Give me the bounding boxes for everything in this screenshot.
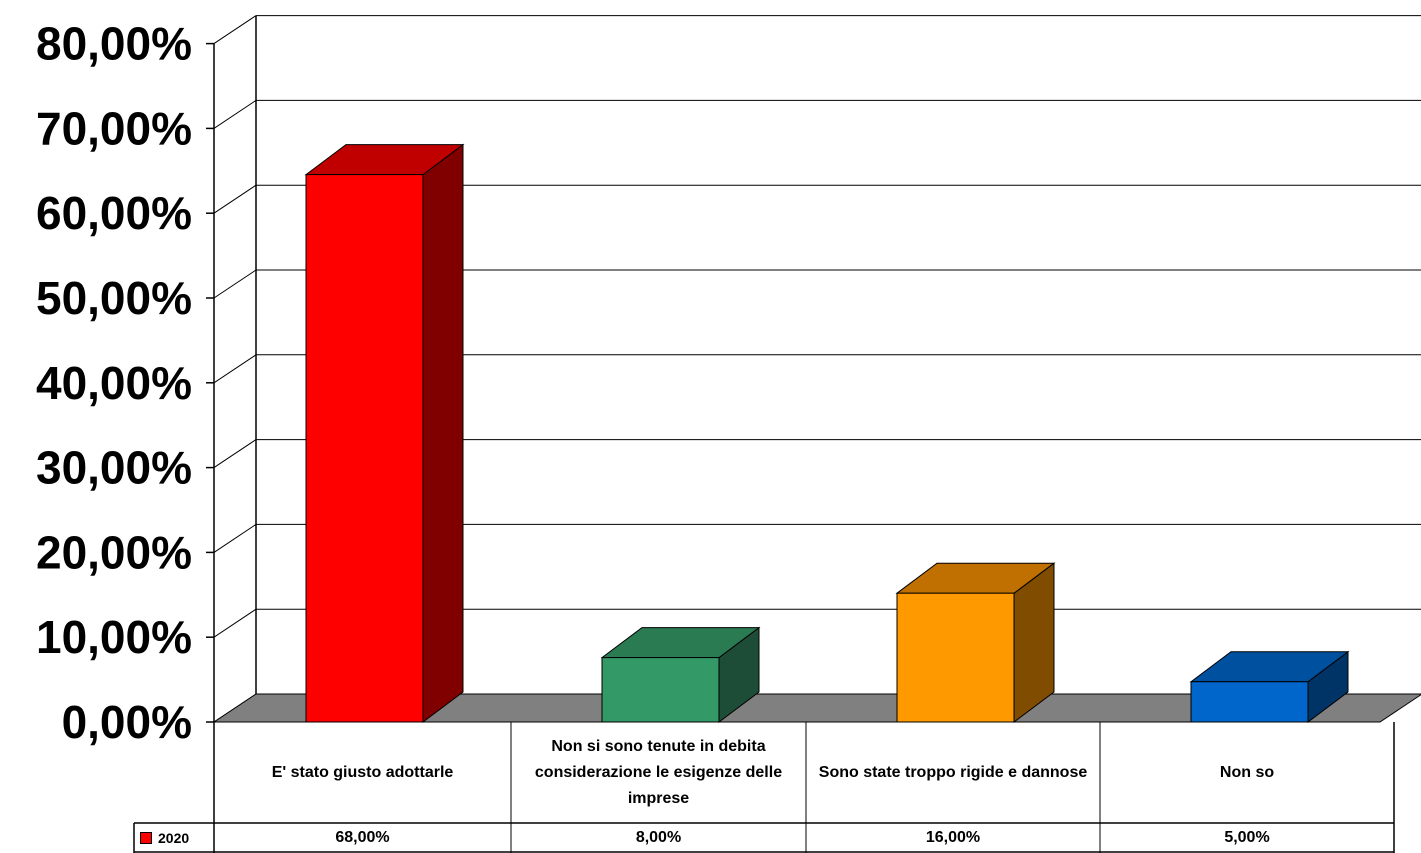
- y-tick-label: 30,00%: [36, 442, 192, 494]
- bar-3: [896, 592, 1015, 723]
- category-label-2: Non si sono tenute in debita considerazi…: [534, 737, 783, 807]
- gridline-diagonal: [213, 439, 257, 469]
- y-tick-label: 10,00%: [36, 611, 192, 663]
- category-label-4: Non so: [1219, 763, 1275, 781]
- gridline-diagonal: [213, 184, 257, 214]
- y-tick-label: 0,00%: [62, 696, 192, 748]
- value-label-4: 5,00%: [1224, 829, 1270, 846]
- legend-label: 2020: [158, 830, 190, 846]
- y-tick-label: 20,00%: [36, 526, 192, 578]
- legend-swatch: [140, 832, 152, 844]
- category-label-3: Sono state troppo rigide e dannose: [818, 763, 1088, 781]
- bar-2: [601, 657, 720, 723]
- bar-1: [305, 174, 424, 723]
- y-tick-label: 60,00%: [36, 187, 192, 239]
- y-tick-label: 80,00%: [36, 18, 192, 70]
- category-label-1: E' stato giusto adottarle: [271, 763, 454, 781]
- bar-4: [1190, 681, 1309, 723]
- value-label-3: 16,00%: [925, 829, 981, 846]
- value-label-1: 68,00%: [335, 829, 390, 846]
- bar-side-1: [422, 143, 464, 723]
- gridline-diagonal: [213, 523, 257, 553]
- gridline-diagonal: [213, 269, 257, 299]
- y-tick-label: 70,00%: [36, 102, 192, 154]
- gridline-diagonal: [213, 99, 257, 129]
- gridline-diagonal: [213, 15, 257, 45]
- gridline-diagonal: [213, 608, 257, 638]
- value-label-2: 8,00%: [635, 829, 682, 846]
- y-tick-label: 50,00%: [36, 272, 192, 324]
- gridline-diagonal: [213, 354, 257, 384]
- y-tick-label: 40,00%: [36, 357, 192, 409]
- legend-entry: 2020: [134, 823, 214, 853]
